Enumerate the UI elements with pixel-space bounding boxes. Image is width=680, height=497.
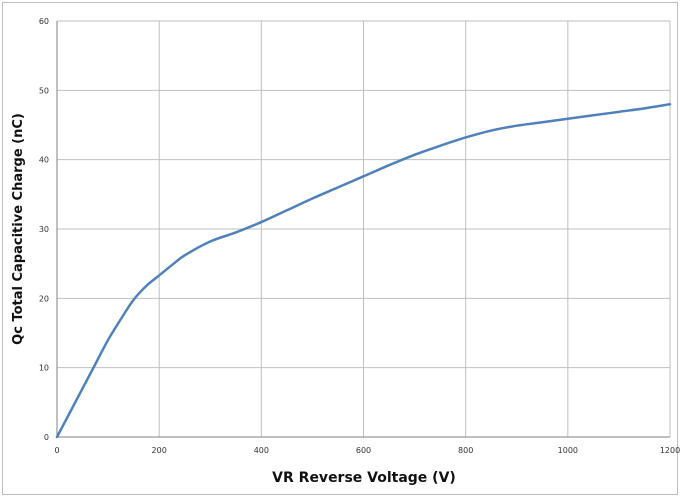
y-tick-label: 30 [39, 225, 49, 234]
x-axis-label: VR Reverse Voltage (V) [272, 470, 456, 486]
y-tick-label: 50 [39, 86, 49, 95]
axes [56, 21, 671, 438]
x-tick-label: 800 [458, 446, 473, 455]
y-axis-label: Qc Total Capacitive Charge (nC) [11, 113, 26, 345]
series-group [55, 102, 672, 439]
series-line [55, 102, 672, 439]
y-tick-label: 40 [39, 156, 49, 165]
y-tick-labels: 0 10 20 30 40 50 60 [39, 17, 49, 442]
y-tick-label: 60 [39, 17, 49, 26]
y-tick-label: 0 [44, 433, 49, 442]
y-tick-label: 10 [39, 364, 49, 373]
x-tick-labels: 0 200 400 600 800 1000 1200 [54, 446, 680, 455]
x-tick-label: 1200 [660, 446, 680, 455]
x-tick-label: 200 [152, 446, 167, 455]
x-tick-label: 400 [254, 446, 269, 455]
grid-lines [57, 20, 671, 437]
x-tick-label: 600 [356, 446, 371, 455]
y-tick-label: 20 [39, 294, 49, 303]
x-tick-label: 0 [54, 446, 59, 455]
x-tick-label: 1000 [558, 446, 578, 455]
